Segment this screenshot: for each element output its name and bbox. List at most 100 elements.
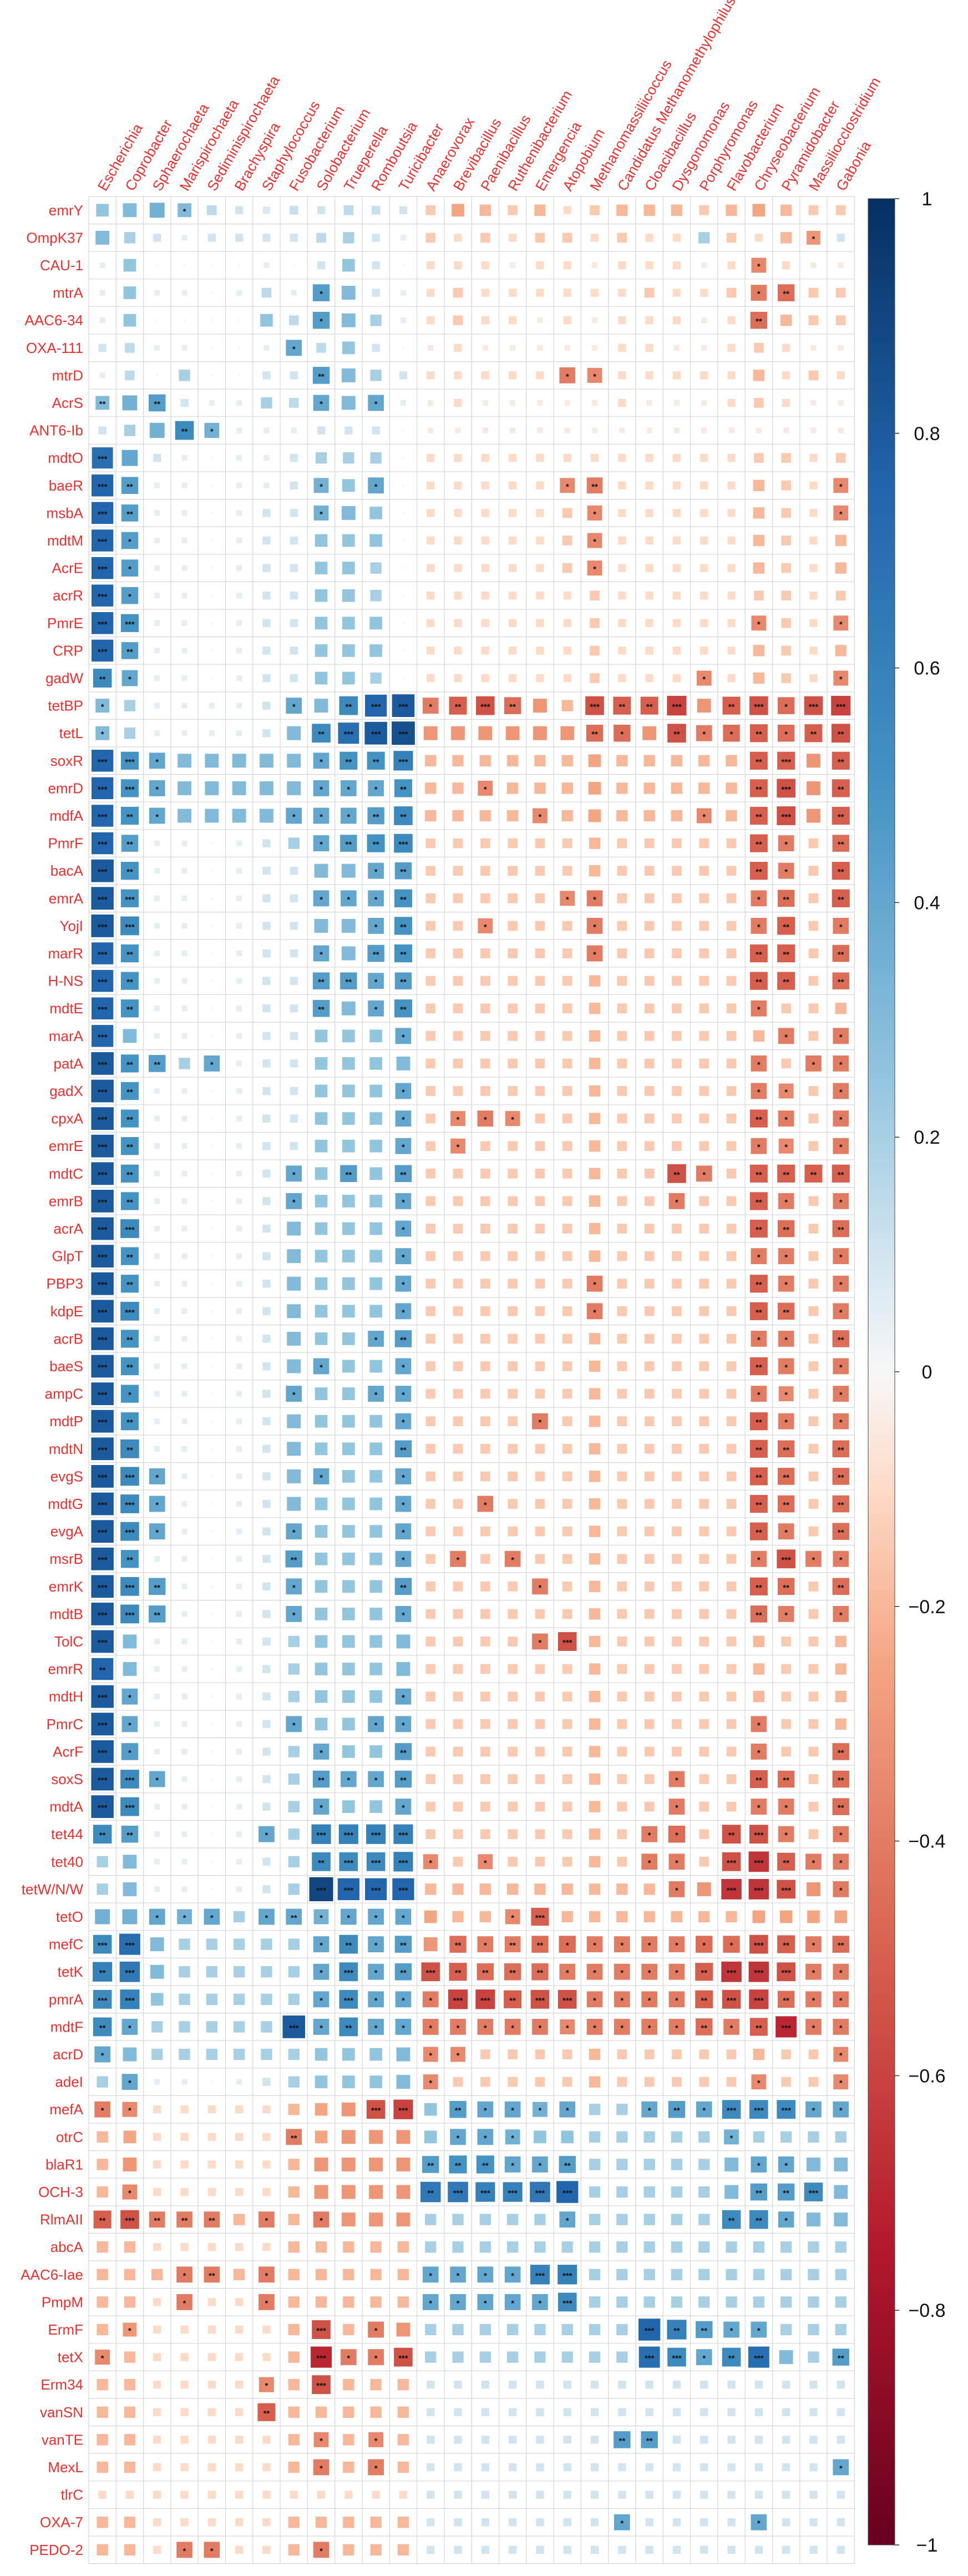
heatmap-cell xyxy=(368,1963,384,1980)
significance-stars: * xyxy=(648,1858,651,1868)
heatmap-cell xyxy=(751,2514,767,2530)
heatmap-cell xyxy=(340,835,357,852)
significance-stars: * xyxy=(320,895,323,905)
heatmap-cell xyxy=(91,1079,114,1103)
heatmap-cell xyxy=(315,452,327,464)
heatmap-cell xyxy=(427,289,435,297)
heatmap-cell xyxy=(831,724,850,743)
row-label: tlrC xyxy=(61,2487,83,2503)
heatmap-cell xyxy=(616,782,628,794)
heatmap-cell xyxy=(699,893,709,903)
heatmap-cell xyxy=(835,2269,847,2280)
heatmap-cell xyxy=(477,1936,494,1953)
heatmap-cell xyxy=(833,917,849,934)
heatmap-cell xyxy=(617,866,627,876)
heatmap-cell xyxy=(425,1636,436,1646)
significance-stars: ** xyxy=(756,978,762,987)
heatmap-cell xyxy=(181,730,187,736)
heatmap-cell xyxy=(480,1801,490,1812)
row-label: vanSN xyxy=(40,2404,83,2421)
heatmap-cell xyxy=(180,2160,189,2169)
heatmap-cell xyxy=(288,2544,300,2555)
significance-stars: ** xyxy=(756,730,762,739)
heatmap-cell xyxy=(179,1938,190,1950)
significance-stars: *** xyxy=(98,1748,108,1757)
significance-stars: * xyxy=(702,2106,706,2115)
heatmap-cell xyxy=(342,479,355,492)
heatmap-cell xyxy=(672,1086,682,1096)
heatmap-cell xyxy=(210,512,214,514)
heatmap-cell xyxy=(480,1609,490,1619)
heatmap-cell xyxy=(833,1055,849,1072)
heatmap-cell xyxy=(535,1306,545,1316)
heatmap-cell xyxy=(95,396,110,410)
significance-stars: * xyxy=(620,1968,624,1978)
heatmap-cell xyxy=(589,1526,601,1537)
heatmap-cell xyxy=(808,1691,819,1702)
row-label: PmpM xyxy=(42,2294,83,2310)
heatmap-cell xyxy=(508,1086,518,1096)
heatmap-cell xyxy=(809,453,818,462)
significance-stars: * xyxy=(210,2547,214,2556)
heatmap-cell xyxy=(508,371,517,380)
heatmap-cell xyxy=(339,1934,358,1954)
heatmap-cell xyxy=(590,645,600,656)
heatmap-cell xyxy=(805,2101,822,2118)
heatmap-cell xyxy=(834,2157,848,2171)
row-label: OmpK37 xyxy=(26,229,83,246)
heatmap-cell xyxy=(92,942,114,964)
heatmap-cell xyxy=(282,2016,306,2038)
row-label: TolC xyxy=(54,1633,83,1650)
heatmap-cell xyxy=(777,779,795,798)
heatmap-cell xyxy=(180,2353,189,2361)
heatmap-cell xyxy=(236,1721,242,1727)
heatmap-cell xyxy=(154,648,160,654)
heatmap-cell xyxy=(535,866,545,876)
heatmap-cell xyxy=(726,866,737,876)
heatmap-cell xyxy=(722,1825,741,1844)
heatmap-cell xyxy=(559,2101,576,2118)
heatmap-cell xyxy=(342,1332,355,1345)
significance-stars: ** xyxy=(838,730,844,739)
significance-stars: * xyxy=(210,1060,214,1069)
heatmap-cell xyxy=(562,536,572,545)
heatmap-cell xyxy=(312,367,330,384)
heatmap-cell xyxy=(368,2321,384,2338)
significance-stars: ** xyxy=(318,372,325,381)
significance-stars: *** xyxy=(645,2354,655,2363)
heatmap-cell xyxy=(338,723,359,744)
heatmap-cell xyxy=(286,1523,302,1540)
row-label: kdpE xyxy=(50,1303,83,1320)
heatmap-cell xyxy=(726,1113,737,1124)
heatmap-cell xyxy=(835,562,847,574)
heatmap-cell xyxy=(616,2104,628,2115)
heatmap-cell xyxy=(204,2266,220,2283)
heatmap-cell xyxy=(236,1776,242,1782)
heatmap-cell xyxy=(589,2351,601,2363)
heatmap-cell xyxy=(695,1990,713,2008)
heatmap-cell xyxy=(453,1801,463,1812)
heatmap-cell xyxy=(179,1993,190,2005)
heatmap-cell xyxy=(835,1003,847,1014)
heatmap-cell xyxy=(425,1251,436,1261)
heatmap-cell xyxy=(124,2269,136,2280)
heatmap-cell xyxy=(343,2296,354,2308)
heatmap-cell xyxy=(778,1605,794,1622)
heatmap-cell xyxy=(95,726,110,740)
heatmap-cell xyxy=(672,2436,681,2444)
colorbar-tick-label: −0.6 xyxy=(908,2065,945,2087)
heatmap-cell xyxy=(121,477,139,494)
significance-stars: * xyxy=(402,1693,405,1703)
significance-stars: *** xyxy=(727,1886,737,1895)
heatmap-cell xyxy=(645,316,653,325)
heatmap-cell xyxy=(781,618,791,628)
significance-stars: * xyxy=(812,1060,815,1069)
heatmap-cell xyxy=(700,619,708,628)
heatmap-cell xyxy=(453,1691,463,1702)
heatmap-cell xyxy=(586,1275,603,1292)
significance-stars: ** xyxy=(756,1418,762,1427)
significance-stars: *** xyxy=(398,840,408,850)
heatmap-cell xyxy=(315,1222,328,1235)
significance-stars: * xyxy=(320,1968,323,1978)
significance-stars: *** xyxy=(535,2189,545,2198)
